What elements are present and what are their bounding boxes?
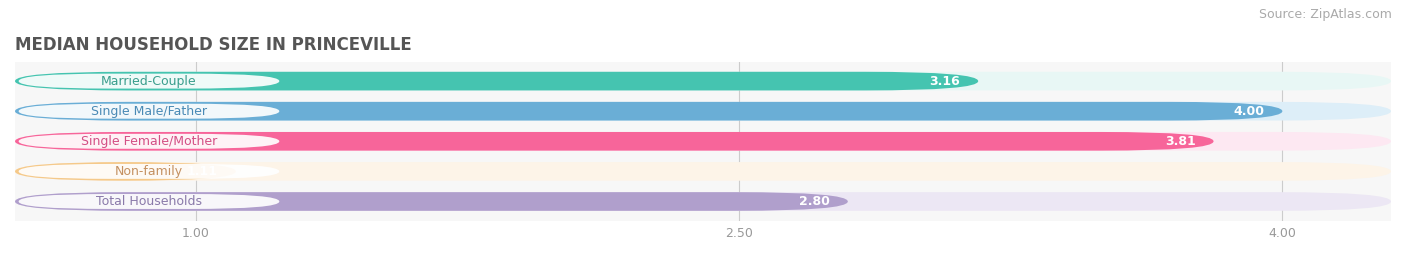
FancyBboxPatch shape bbox=[18, 104, 280, 119]
FancyBboxPatch shape bbox=[18, 164, 280, 179]
FancyBboxPatch shape bbox=[15, 162, 236, 181]
FancyBboxPatch shape bbox=[15, 72, 1391, 90]
Text: Married-Couple: Married-Couple bbox=[101, 75, 197, 88]
FancyBboxPatch shape bbox=[18, 74, 280, 89]
FancyBboxPatch shape bbox=[15, 192, 848, 211]
Text: Source: ZipAtlas.com: Source: ZipAtlas.com bbox=[1258, 8, 1392, 21]
FancyBboxPatch shape bbox=[15, 72, 979, 90]
Text: MEDIAN HOUSEHOLD SIZE IN PRINCEVILLE: MEDIAN HOUSEHOLD SIZE IN PRINCEVILLE bbox=[15, 36, 412, 54]
Text: 3.81: 3.81 bbox=[1164, 135, 1195, 148]
FancyBboxPatch shape bbox=[15, 102, 1391, 121]
FancyBboxPatch shape bbox=[15, 162, 1391, 181]
Text: Single Male/Father: Single Male/Father bbox=[91, 105, 207, 118]
Text: Total Households: Total Households bbox=[96, 195, 202, 208]
Text: Single Female/Mother: Single Female/Mother bbox=[82, 135, 217, 148]
Text: 1.11: 1.11 bbox=[187, 165, 218, 178]
Text: 4.00: 4.00 bbox=[1233, 105, 1264, 118]
FancyBboxPatch shape bbox=[15, 192, 1391, 211]
Text: Non-family: Non-family bbox=[115, 165, 183, 178]
FancyBboxPatch shape bbox=[18, 194, 280, 209]
Text: 3.16: 3.16 bbox=[929, 75, 960, 88]
FancyBboxPatch shape bbox=[15, 132, 1213, 151]
Text: 2.80: 2.80 bbox=[799, 195, 830, 208]
FancyBboxPatch shape bbox=[15, 132, 1391, 151]
FancyBboxPatch shape bbox=[15, 102, 1282, 121]
FancyBboxPatch shape bbox=[18, 134, 280, 149]
